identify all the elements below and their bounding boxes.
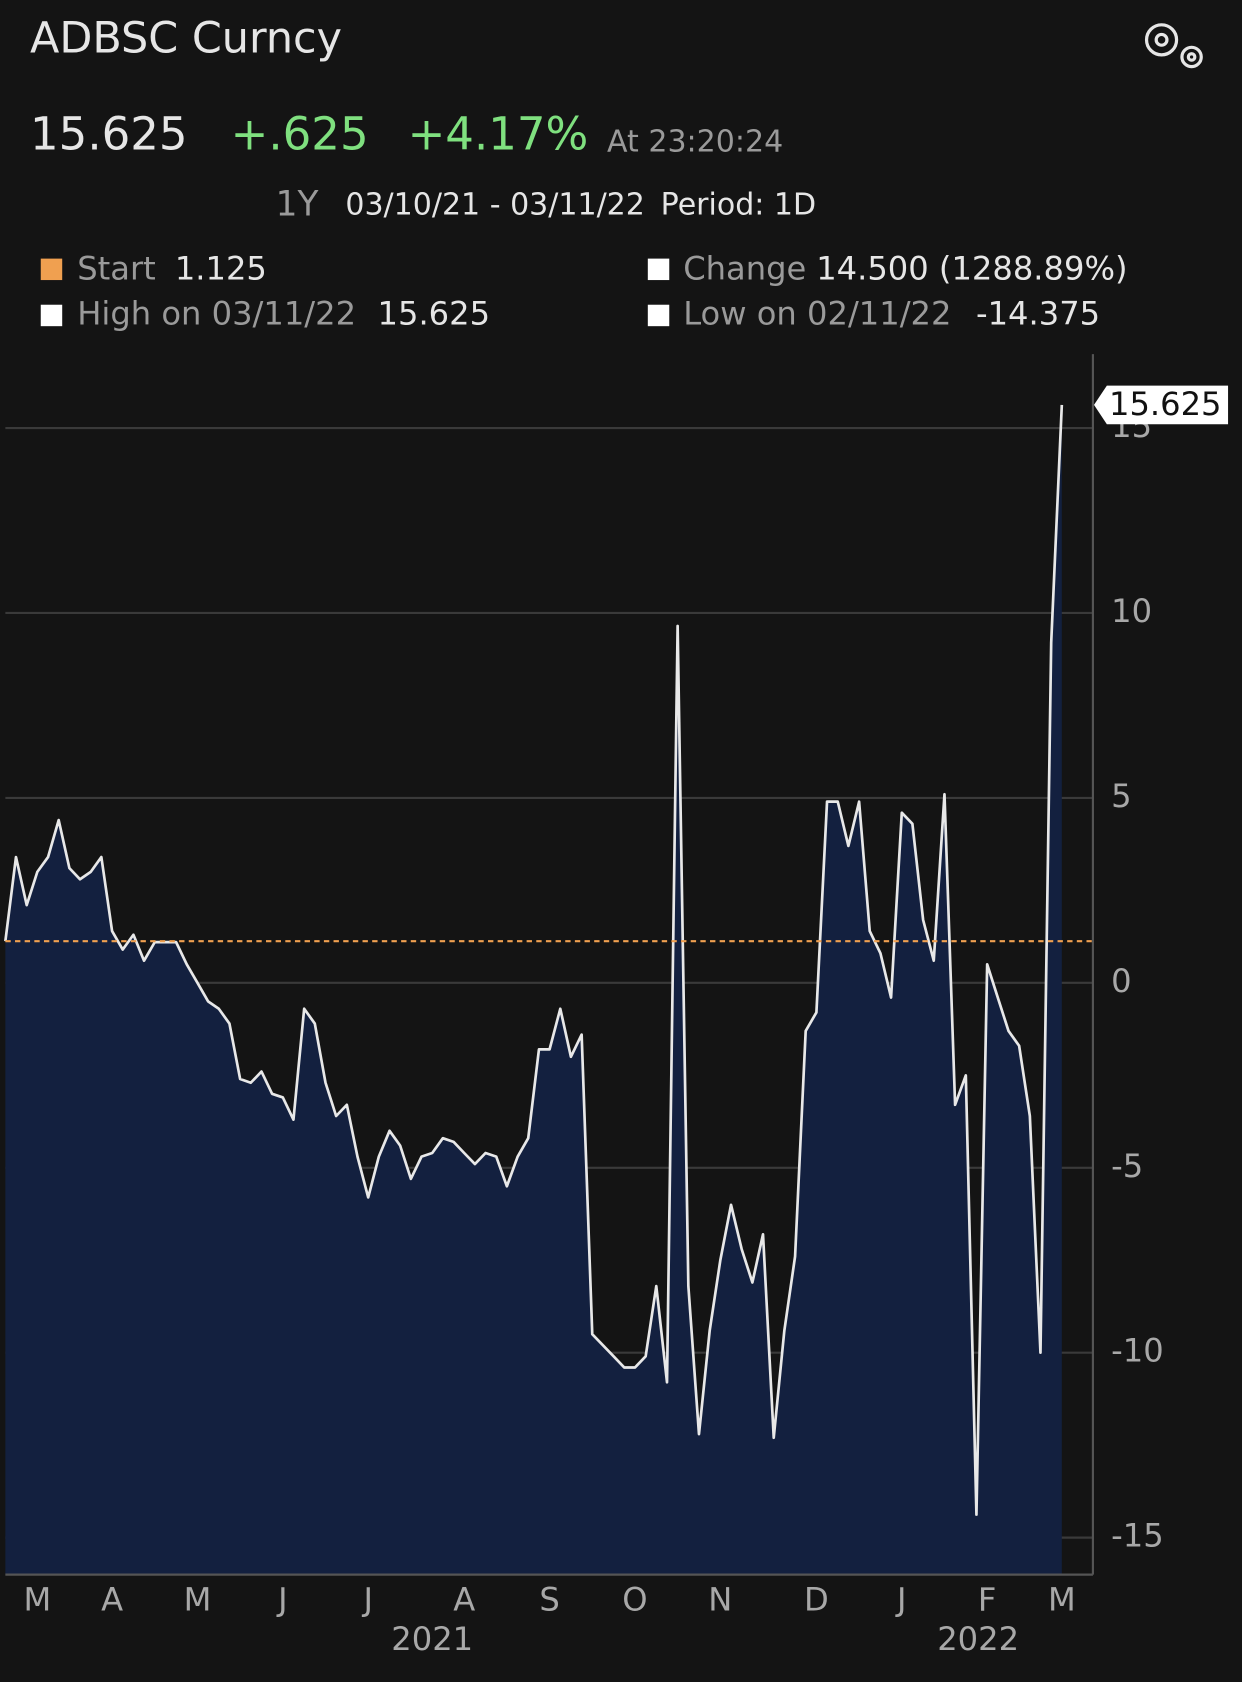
range[interactable]: 1Y [276,185,320,225]
legend-swatch [647,304,670,327]
stat-value: 1.125 [175,249,267,287]
y-tick-label: 10 [1111,592,1152,630]
price-change: +.625 [231,107,369,160]
line [4,404,1064,1516]
stat-value: 15.625 [378,294,491,332]
x-tick-label: N [708,1580,732,1618]
x-tick-label: D [804,1580,829,1618]
year-label: 2021 [391,1620,473,1658]
x-tick-label: J [361,1580,372,1618]
x-tick-label: A [453,1580,475,1618]
x-tick-label: M [184,1580,212,1618]
x-tick-label: J [276,1580,287,1618]
settings-icon[interactable] [1144,23,1203,69]
title: ADBSC Curncy [30,13,342,63]
last-value-label: 15.625 [1109,385,1222,423]
stat-label: Start [77,249,156,287]
stat-label: Change [683,249,806,287]
x-tick-label: F [978,1580,997,1618]
x-tick-label: M [1048,1580,1076,1618]
x-tick-label: O [622,1580,647,1618]
period[interactable]: Period: 1D [661,188,816,223]
legend-swatch [647,258,670,281]
y-tick-label: -5 [1111,1147,1143,1185]
dates: 03/10/21 - 03/11/22 [345,188,645,223]
time: At 23:20:24 [607,124,783,159]
area [5,404,1062,1575]
x-tick-label: S [539,1580,559,1618]
stat-label: High on 03/11/22 [77,294,356,332]
y-tick-label: -10 [1111,1332,1164,1370]
x-tick-label: J [895,1580,906,1618]
y-tick-label: 5 [1111,777,1131,815]
y-tick-label: 0 [1111,962,1131,1000]
price: 15.625 [30,107,188,160]
stat-value: -14.375 [976,294,1100,332]
legend-swatch [40,258,63,281]
last-value-tag [1093,385,1229,425]
stat-value: 14.500 (1288.89%) [816,249,1127,287]
legend-swatch [40,304,63,327]
year-label: 2022 [937,1620,1019,1658]
y-tick-label: -15 [1111,1517,1164,1555]
stat-label: Low on 02/11/22 [683,294,951,332]
x-tick-label: A [101,1580,123,1618]
x-tick-label: M [24,1580,52,1618]
price-change-pct: +4.17% [408,107,589,160]
